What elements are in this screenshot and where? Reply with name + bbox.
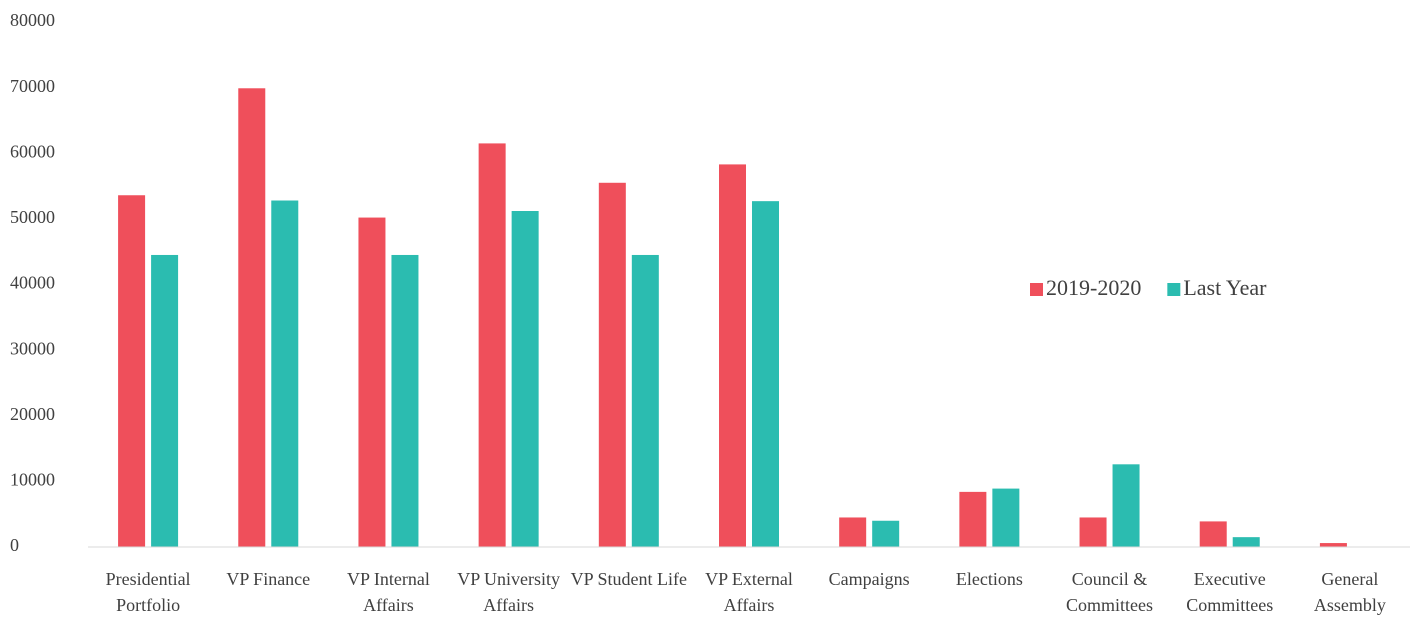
legend-label: Last Year — [1183, 275, 1267, 300]
bar — [839, 517, 867, 547]
x-tick-label: VP University Affairs — [457, 569, 561, 615]
bar — [391, 254, 419, 547]
x-tick-label: Executive Committees — [1186, 569, 1274, 615]
y-tick-label: 60000 — [10, 141, 55, 161]
bar — [238, 88, 266, 547]
bar — [992, 488, 1020, 547]
y-tick-label: 20000 — [10, 404, 55, 424]
x-tick-label: Presidential Portfolio — [105, 569, 191, 615]
legend-label: 2019-2020 — [1046, 275, 1141, 300]
bar — [1319, 543, 1347, 547]
bar — [1199, 521, 1227, 547]
x-tick-label: VP Internal Affairs — [347, 569, 430, 615]
y-tick-label: 80000 — [10, 10, 55, 30]
y-tick-label: 70000 — [10, 76, 55, 96]
bar — [631, 254, 659, 547]
x-tick-label: Campaigns — [828, 569, 910, 589]
legend-swatch — [1030, 283, 1043, 296]
bar — [151, 254, 179, 547]
bar — [598, 182, 626, 547]
y-tick-label: 10000 — [10, 470, 55, 490]
bar — [1112, 464, 1140, 547]
x-tick-label: Elections — [955, 569, 1023, 589]
x-tick-label: Council & Committees — [1066, 569, 1154, 615]
bar — [1079, 517, 1107, 547]
bar — [1232, 537, 1260, 547]
bar — [959, 491, 987, 547]
legend-swatch — [1167, 283, 1181, 296]
x-tick-label: General Assembly — [1313, 569, 1386, 615]
y-tick-label: 0 — [10, 535, 19, 555]
bar — [118, 195, 146, 547]
y-tick-label: 40000 — [10, 273, 55, 293]
x-tick-label: VP External Affairs — [705, 569, 793, 615]
bar — [752, 201, 779, 547]
x-tick-label: VP Finance — [226, 569, 311, 589]
bar — [271, 200, 299, 547]
bar — [511, 211, 539, 547]
y-tick-label: 30000 — [10, 338, 55, 358]
bar — [478, 143, 506, 547]
y-tick-label: 50000 — [10, 207, 55, 227]
bar — [358, 217, 386, 547]
bar — [872, 520, 900, 547]
bar — [719, 164, 746, 547]
x-tick-label: VP Student Life — [570, 569, 687, 589]
